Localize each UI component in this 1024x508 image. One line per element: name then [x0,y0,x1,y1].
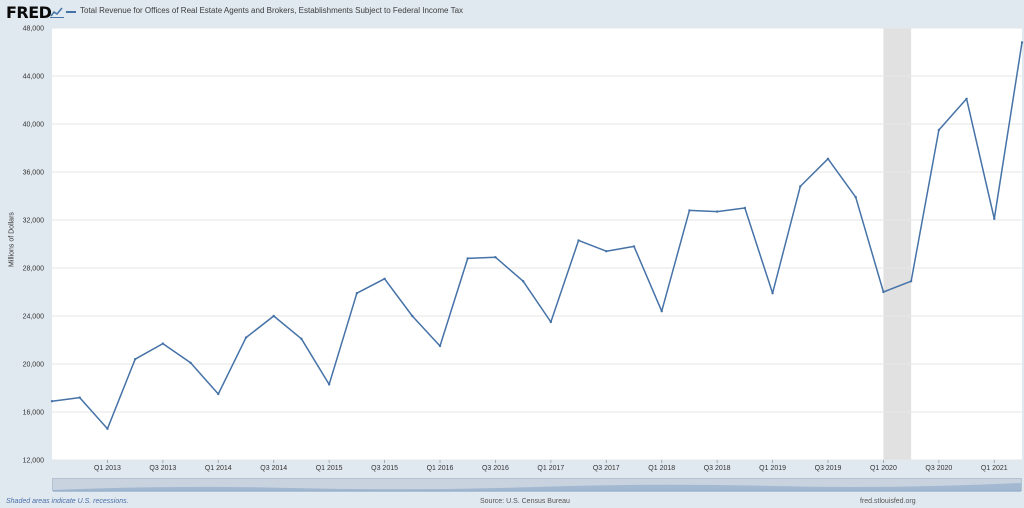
data-point[interactable] [50,400,54,403]
data-point[interactable] [1020,41,1024,44]
y-tick-label: 20,000 [23,362,45,369]
y-tick-label: 36,000 [23,170,45,177]
x-tick-label: Q1 2021 [981,465,1008,472]
data-point[interactable] [799,185,802,188]
data-point[interactable] [189,361,192,364]
site-link[interactable]: fred.stlouisfed.org [860,498,916,505]
data-point[interactable] [521,280,525,283]
data-point[interactable] [355,292,359,295]
x-tick-label: Q1 2017 [537,465,564,472]
x-tick-label: Q3 2018 [704,465,731,472]
fred-logo[interactable]: FRED [6,3,52,22]
data-point[interactable] [937,128,941,132]
y-tick-label: 32,000 [23,218,45,225]
x-tick-label: Q3 2015 [371,465,398,472]
x-tick-label: Q3 2019 [815,465,842,472]
y-tick-label: 16,000 [23,410,45,417]
source-text: Source: U.S. Census Bureau [480,498,570,505]
y-tick-label: 48,000 [23,26,45,33]
data-point[interactable] [438,344,442,348]
data-point[interactable] [660,310,663,313]
data-point[interactable] [715,210,719,213]
data-point[interactable] [383,277,386,280]
y-tick-label: 40,000 [23,122,45,129]
data-point[interactable] [854,196,857,199]
range-navigator[interactable] [52,478,1022,492]
data-point[interactable] [411,314,414,318]
data-point[interactable] [688,209,691,212]
x-tick-label: Q3 2014 [260,465,287,472]
y-tick-label: 44,000 [23,74,45,81]
data-point[interactable] [133,358,137,361]
data-point[interactable] [327,383,331,386]
data-point[interactable] [882,290,885,294]
y-tick-label: 24,000 [23,314,45,321]
data-point[interactable] [605,250,608,253]
data-point[interactable] [272,314,275,318]
x-tick-label: Q1 2013 [94,465,121,472]
data-point[interactable] [909,280,913,283]
data-point[interactable] [217,392,220,396]
x-tick-label: Q1 2014 [205,465,232,472]
x-tick-label: Q3 2017 [593,465,620,472]
data-point[interactable] [826,157,830,160]
y-tick-label: 12,000 [23,458,45,465]
x-tick-label: Q1 2018 [648,465,675,472]
x-tick-label: Q3 2020 [925,465,952,472]
data-point[interactable] [300,337,303,340]
y-tick-label: 28,000 [23,266,45,273]
data-point[interactable] [965,97,968,101]
data-point[interactable] [78,396,81,399]
chart-logo-icon [50,7,64,18]
data-point[interactable] [494,256,497,259]
legend-swatch [66,11,76,13]
x-tick-label: Q1 2020 [870,465,897,472]
navigator-minichart [53,483,1021,492]
chart-title: Total Revenue for Offices of Real Estate… [80,6,464,15]
x-tick-label: Q1 2015 [316,465,343,472]
header: FRED Total Revenue for Offices of Real E… [0,0,1024,26]
data-point[interactable] [771,292,774,295]
data-point[interactable] [244,336,248,339]
data-point[interactable] [549,320,553,324]
x-tick-label: Q3 2013 [149,465,176,472]
data-point[interactable] [632,245,636,248]
line-chart: 12,000 16,000 20,000 24,000 28,000 32,000 36,0… [23,26,1024,472]
data-point[interactable] [993,217,996,220]
recession-note: Shaded areas indicate U.S. recessions. [6,498,129,505]
series-line [51,42,1023,430]
x-tick-label: Q1 2016 [427,465,454,472]
data-point[interactable] [106,427,109,430]
x-tick-label: Q1 2019 [759,465,786,472]
data-point[interactable] [161,342,165,345]
recession-band [883,28,912,460]
data-point[interactable] [577,239,580,242]
data-point[interactable] [466,257,469,260]
data-point[interactable] [743,206,747,210]
x-tick-label: Q3 2016 [482,465,509,472]
